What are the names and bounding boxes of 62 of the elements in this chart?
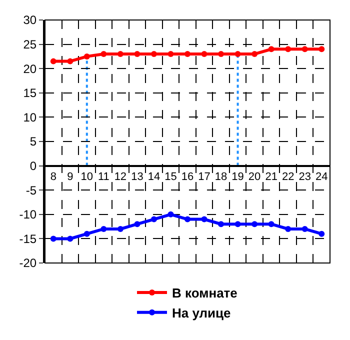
x-tick-label: 15 <box>164 171 177 183</box>
x-tick-label: 21 <box>265 171 278 183</box>
point <box>201 51 208 58</box>
legend-label: На улице <box>172 306 231 320</box>
point <box>285 46 292 52</box>
x-tick-label: 11 <box>98 171 110 183</box>
point <box>234 221 241 228</box>
y-tick-label: -10 <box>19 208 37 222</box>
point <box>285 226 292 232</box>
y-tick-label: -20 <box>19 256 37 270</box>
point <box>100 226 107 232</box>
x-tick-label: 16 <box>181 171 194 183</box>
point <box>252 221 258 228</box>
point <box>184 216 190 222</box>
point <box>302 46 308 52</box>
y-tick-label: 10 <box>23 110 37 124</box>
x-tick-label: 8 <box>50 171 56 183</box>
x-tick-label: 14 <box>148 171 160 183</box>
x-tick-label: 22 <box>282 171 294 183</box>
point <box>268 221 274 228</box>
point <box>100 51 107 58</box>
point <box>168 211 174 218</box>
y-tick-label: -5 <box>26 183 37 198</box>
point <box>234 51 241 58</box>
point <box>67 236 74 242</box>
point <box>302 226 308 232</box>
point <box>117 51 124 58</box>
point <box>117 226 124 232</box>
legend-label: В комнате <box>172 286 238 301</box>
point <box>318 230 325 237</box>
x-tick-label: 23 <box>298 171 311 183</box>
y-tick-label: 0 <box>30 159 37 173</box>
y-tick-label: 20 <box>23 62 37 76</box>
x-tick-label: 20 <box>248 171 261 183</box>
x-tick-label: 17 <box>198 171 210 183</box>
point <box>218 221 224 228</box>
point <box>50 236 56 242</box>
point <box>268 46 274 52</box>
point <box>84 230 90 237</box>
x-tick-label: 19 <box>232 171 244 183</box>
point <box>134 51 140 58</box>
point <box>184 51 190 58</box>
point <box>50 58 56 64</box>
x-tick-label: 9 <box>67 171 74 183</box>
x-tick-label: 24 <box>315 171 328 183</box>
point <box>134 221 140 228</box>
point <box>84 53 90 60</box>
x-tick-label: 18 <box>214 171 228 183</box>
point <box>150 216 157 222</box>
y-tick-label: 30 <box>23 13 37 28</box>
x-tick-label: 10 <box>80 171 94 183</box>
y-tick-label: 15 <box>23 86 37 100</box>
point <box>67 58 74 64</box>
x-tick-label: 13 <box>131 171 144 183</box>
y-tick-label: -15 <box>19 232 37 246</box>
point <box>252 51 258 58</box>
y-tick-label: 25 <box>23 38 37 52</box>
point <box>168 51 174 58</box>
y-tick-label: 5 <box>30 134 37 149</box>
point <box>318 46 325 52</box>
point <box>201 216 208 222</box>
x-tick-label: 12 <box>114 171 127 183</box>
